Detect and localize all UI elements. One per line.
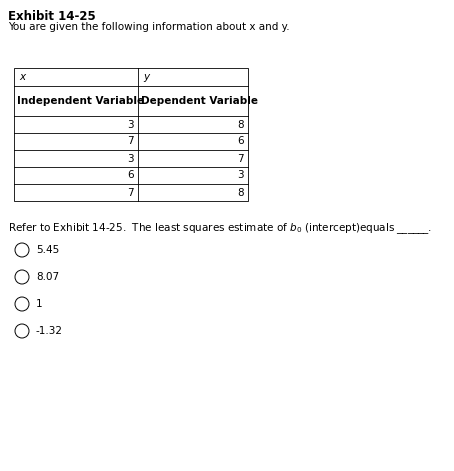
Text: Exhibit 14-25: Exhibit 14-25 — [8, 10, 96, 23]
Text: 7: 7 — [237, 154, 244, 163]
Bar — [14, 68, 248, 201]
Circle shape — [15, 297, 29, 311]
Circle shape — [15, 243, 29, 257]
Text: 3: 3 — [128, 120, 134, 130]
Text: You are given the following information about x and y.: You are given the following information … — [8, 22, 290, 32]
Text: 8: 8 — [237, 187, 244, 197]
Text: y: y — [143, 72, 149, 82]
Text: 6: 6 — [237, 137, 244, 146]
Text: 5.45: 5.45 — [36, 245, 59, 255]
Text: 7: 7 — [128, 137, 134, 146]
Text: 3: 3 — [237, 171, 244, 180]
Text: 6: 6 — [128, 171, 134, 180]
Text: -1.32: -1.32 — [36, 326, 63, 336]
Circle shape — [15, 270, 29, 284]
Text: x: x — [19, 72, 25, 82]
Text: 3: 3 — [128, 154, 134, 163]
Text: 1: 1 — [36, 299, 43, 309]
Text: 7: 7 — [128, 187, 134, 197]
Text: 8.07: 8.07 — [36, 272, 59, 282]
Text: 8: 8 — [237, 120, 244, 130]
Circle shape — [15, 324, 29, 338]
Text: Dependent Variable: Dependent Variable — [141, 96, 258, 106]
Text: Independent Variable: Independent Variable — [17, 96, 144, 106]
Text: Refer to Exhibit 14-25.  The least squares estimate of $b_0$ (intercept)equals _: Refer to Exhibit 14-25. The least square… — [8, 221, 432, 236]
